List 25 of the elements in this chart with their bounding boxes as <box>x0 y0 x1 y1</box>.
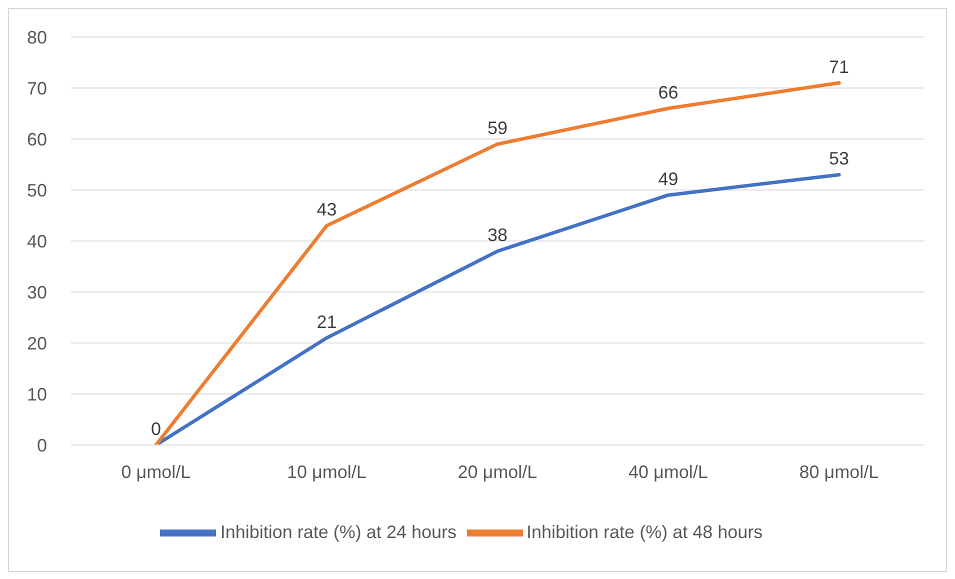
data-label: 21 <box>316 312 337 332</box>
x-tick-label: 0 μmol/L <box>121 462 191 482</box>
y-tick-label: 70 <box>26 78 47 98</box>
y-tick-label: 20 <box>26 333 47 354</box>
x-tick-label: 10 μmol/L <box>287 462 366 482</box>
data-label: 38 <box>487 225 508 246</box>
y-tick-label: 60 <box>26 129 47 150</box>
x-tick-label: 20 μmol/L <box>458 462 538 482</box>
legend-label: Inhibition rate (%) at 48 hours <box>526 522 763 542</box>
y-tick-label: 30 <box>26 282 47 302</box>
y-tick-label: 0 <box>36 435 47 456</box>
data-label: 49 <box>658 169 678 190</box>
legend-label: Inhibition rate (%) at 24 hours <box>220 522 456 542</box>
y-tick-label: 50 <box>26 180 47 200</box>
data-label: 43 <box>316 200 337 220</box>
y-tick-label: 80 <box>26 27 47 48</box>
data-label: 53 <box>828 148 850 169</box>
y-tick-label: 10 <box>26 384 47 404</box>
y-tick-label: 40 <box>26 231 47 252</box>
data-label: 0 <box>150 419 162 439</box>
data-label: 59 <box>487 118 508 138</box>
data-label: 66 <box>658 82 678 102</box>
x-tick-label: 40 μmol/L <box>628 462 708 482</box>
x-tick-label: 80 μmol/L <box>799 462 879 482</box>
data-label: 71 <box>828 56 850 77</box>
